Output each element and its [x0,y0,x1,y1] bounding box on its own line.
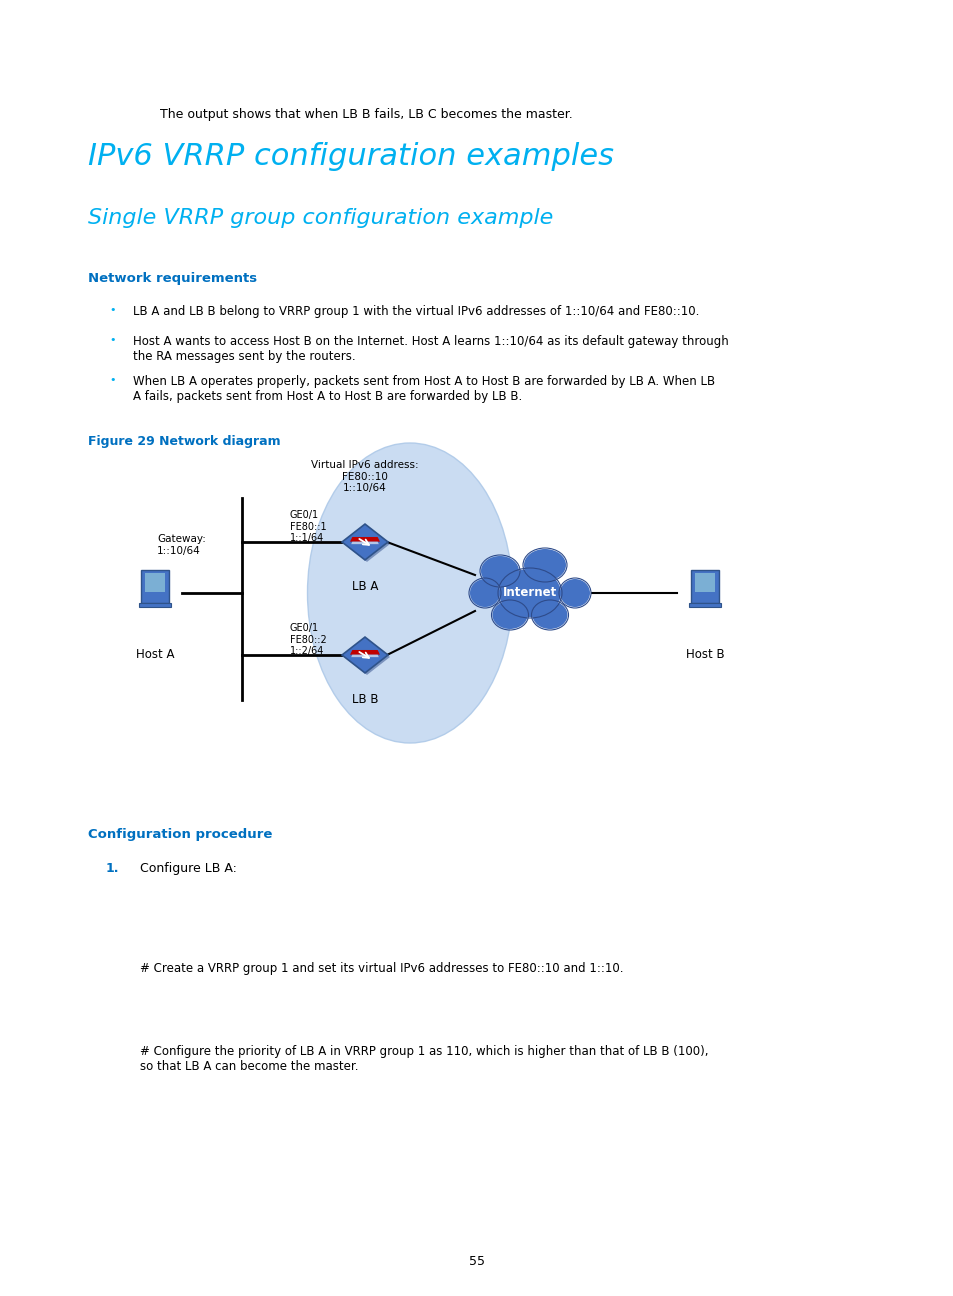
Text: Configure LB A:: Configure LB A: [140,862,236,875]
Text: Gateway:
1::10/64: Gateway: 1::10/64 [157,534,206,556]
Text: •: • [110,305,116,315]
Text: LB B: LB B [352,693,377,706]
Text: LB A and LB B belong to VRRP group 1 with the virtual IPv6 addresses of 1::10/64: LB A and LB B belong to VRRP group 1 wit… [132,305,699,318]
Text: LB A: LB A [352,581,377,594]
Text: GE0/1
FE80::2
1::2/64: GE0/1 FE80::2 1::2/64 [290,623,327,656]
Polygon shape [344,526,390,562]
Text: GE0/1
FE80::1
1::1/64: GE0/1 FE80::1 1::1/64 [290,511,326,543]
Text: Virtual IPv6 address:
FE80::10
1::10/64: Virtual IPv6 address: FE80::10 1::10/64 [311,460,418,494]
Text: IPv6 VRRP configuration examples: IPv6 VRRP configuration examples [88,143,614,171]
Ellipse shape [532,601,567,629]
Ellipse shape [498,569,560,617]
Text: Internet: Internet [502,587,557,600]
FancyBboxPatch shape [694,573,715,592]
Ellipse shape [307,443,512,743]
Text: •: • [110,334,116,345]
Text: Configuration procedure: Configuration procedure [88,828,273,841]
Text: Host A: Host A [135,648,174,661]
FancyBboxPatch shape [139,603,171,607]
Polygon shape [350,651,379,654]
Polygon shape [341,638,388,673]
FancyBboxPatch shape [689,603,720,607]
FancyBboxPatch shape [140,570,169,603]
Polygon shape [350,537,379,542]
Polygon shape [351,542,378,544]
Ellipse shape [470,579,499,607]
Text: # Create a VRRP group 1 and set its virtual IPv6 addresses to FE80::10 and 1::10: # Create a VRRP group 1 and set its virt… [140,962,623,975]
Ellipse shape [559,579,589,607]
Text: Single VRRP group configuration example: Single VRRP group configuration example [88,207,553,228]
Text: Network requirements: Network requirements [88,272,257,285]
FancyBboxPatch shape [145,573,165,592]
Text: Host A wants to access Host B on the Internet. Host A learns 1::10/64 as its def: Host A wants to access Host B on the Int… [132,334,728,363]
Polygon shape [344,639,390,675]
Ellipse shape [492,601,527,629]
Ellipse shape [523,550,565,581]
Polygon shape [351,654,378,657]
Text: Host B: Host B [685,648,723,661]
Ellipse shape [480,556,518,586]
Text: # Configure the priority of LB A in VRRP group 1 as 110, which is higher than th: # Configure the priority of LB A in VRRP… [140,1045,708,1073]
Text: 55: 55 [469,1255,484,1267]
Text: •: • [110,375,116,385]
Text: 1.: 1. [106,862,119,875]
FancyBboxPatch shape [690,570,719,603]
Text: When LB A operates properly, packets sent from Host A to Host B are forwarded by: When LB A operates properly, packets sen… [132,375,715,403]
Text: The output shows that when LB B fails, LB C becomes the master.: The output shows that when LB B fails, L… [160,108,572,121]
Text: Figure 29 Network diagram: Figure 29 Network diagram [88,435,280,448]
Polygon shape [341,524,388,560]
